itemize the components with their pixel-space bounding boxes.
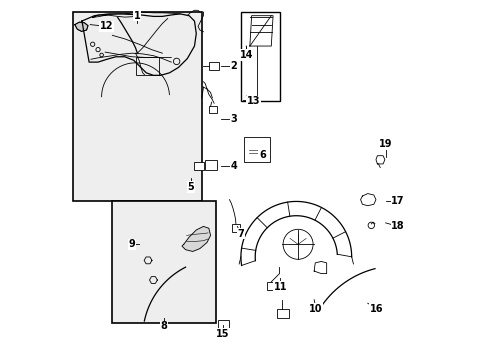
FancyBboxPatch shape	[73, 12, 201, 202]
Text: 3: 3	[230, 114, 237, 124]
FancyBboxPatch shape	[231, 224, 240, 232]
Text: 5: 5	[187, 182, 194, 192]
FancyBboxPatch shape	[205, 160, 216, 170]
Text: 13: 13	[246, 96, 260, 107]
Text: 16: 16	[369, 303, 383, 314]
FancyBboxPatch shape	[217, 320, 229, 329]
Text: 9: 9	[128, 239, 135, 249]
FancyBboxPatch shape	[208, 62, 218, 70]
FancyBboxPatch shape	[266, 282, 278, 290]
Text: 14: 14	[239, 50, 252, 60]
FancyBboxPatch shape	[194, 162, 204, 170]
FancyBboxPatch shape	[276, 309, 288, 318]
Polygon shape	[75, 22, 88, 31]
Text: 8: 8	[161, 321, 167, 332]
FancyBboxPatch shape	[135, 58, 159, 75]
Text: 10: 10	[308, 303, 322, 314]
Text: 11: 11	[273, 282, 286, 292]
Text: 6: 6	[259, 150, 265, 160]
FancyBboxPatch shape	[208, 107, 216, 113]
Text: 2: 2	[230, 61, 237, 71]
FancyBboxPatch shape	[112, 202, 216, 323]
FancyBboxPatch shape	[244, 137, 269, 162]
Text: 4: 4	[230, 161, 237, 171]
Text: 15: 15	[216, 329, 229, 339]
Text: 1: 1	[134, 11, 141, 21]
Text: 19: 19	[378, 139, 391, 149]
Text: 12: 12	[100, 21, 114, 31]
Text: 18: 18	[390, 221, 404, 231]
Polygon shape	[182, 226, 210, 251]
Text: 17: 17	[390, 197, 404, 206]
Text: 7: 7	[237, 229, 244, 239]
